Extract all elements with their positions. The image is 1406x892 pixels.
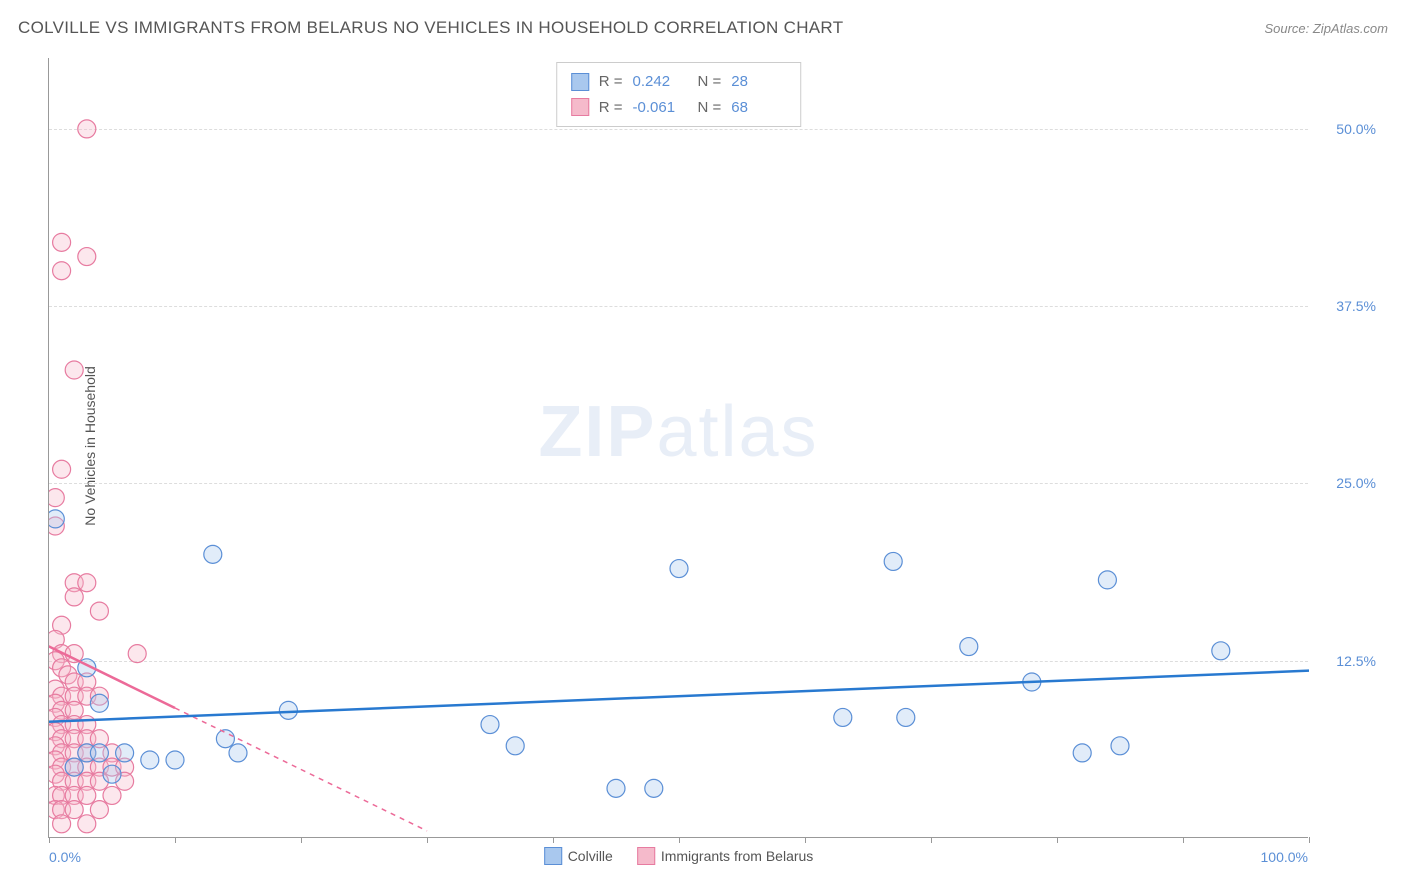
data-point bbox=[645, 779, 663, 797]
data-point bbox=[103, 786, 121, 804]
legend-item-series1: Colville bbox=[544, 847, 613, 865]
data-point bbox=[216, 730, 234, 748]
data-point bbox=[884, 552, 902, 570]
data-point bbox=[90, 801, 108, 819]
x-tick bbox=[1309, 837, 1310, 843]
data-point bbox=[1098, 571, 1116, 589]
data-point bbox=[1073, 744, 1091, 762]
y-tick-label: 12.5% bbox=[1336, 653, 1376, 669]
data-point bbox=[166, 751, 184, 769]
data-point bbox=[204, 545, 222, 563]
data-point bbox=[65, 361, 83, 379]
plot-area: ZIPatlas 12.5%25.0%37.5%50.0% R = 0.242 … bbox=[48, 58, 1308, 838]
source-attribution: Source: ZipAtlas.com bbox=[1264, 21, 1388, 36]
legend: Colville Immigrants from Belarus bbox=[544, 847, 814, 865]
trendline bbox=[49, 671, 1309, 722]
y-tick-label: 25.0% bbox=[1336, 475, 1376, 491]
data-point bbox=[78, 815, 96, 833]
data-point bbox=[78, 786, 96, 804]
data-point bbox=[65, 801, 83, 819]
chart-header: COLVILLE VS IMMIGRANTS FROM BELARUS NO V… bbox=[18, 18, 1388, 38]
x-min-label: 0.0% bbox=[49, 849, 81, 865]
stats-row-series2: R = -0.061 N = 68 bbox=[571, 95, 787, 121]
data-point bbox=[78, 574, 96, 592]
data-point bbox=[103, 765, 121, 783]
y-tick-label: 37.5% bbox=[1336, 298, 1376, 314]
data-point bbox=[90, 694, 108, 712]
swatch-series1 bbox=[571, 73, 589, 91]
data-point bbox=[49, 489, 64, 507]
legend-item-series2: Immigrants from Belarus bbox=[637, 847, 813, 865]
data-point bbox=[53, 460, 71, 478]
x-max-label: 100.0% bbox=[1261, 849, 1308, 865]
chart-title: COLVILLE VS IMMIGRANTS FROM BELARUS NO V… bbox=[18, 18, 843, 38]
correlation-stats-box: R = 0.242 N = 28 R = -0.061 N = 68 bbox=[556, 62, 802, 127]
data-point bbox=[1212, 642, 1230, 660]
data-point bbox=[834, 708, 852, 726]
data-point bbox=[116, 744, 134, 762]
data-point bbox=[960, 638, 978, 656]
data-point bbox=[90, 744, 108, 762]
data-point bbox=[49, 510, 64, 528]
y-tick-label: 50.0% bbox=[1336, 121, 1376, 137]
swatch-series2 bbox=[571, 98, 589, 116]
scatter-svg bbox=[49, 58, 1309, 838]
legend-swatch-series2 bbox=[637, 847, 655, 865]
data-point bbox=[53, 262, 71, 280]
data-point bbox=[78, 120, 96, 138]
data-point bbox=[53, 815, 71, 833]
data-point bbox=[90, 602, 108, 620]
data-point bbox=[78, 248, 96, 266]
data-point bbox=[229, 744, 247, 762]
data-point bbox=[53, 233, 71, 251]
legend-swatch-series1 bbox=[544, 847, 562, 865]
data-point bbox=[481, 716, 499, 734]
data-point bbox=[670, 560, 688, 578]
data-point bbox=[128, 645, 146, 663]
data-point bbox=[65, 758, 83, 776]
data-point bbox=[1111, 737, 1129, 755]
data-point bbox=[141, 751, 159, 769]
data-point bbox=[607, 779, 625, 797]
stats-row-series1: R = 0.242 N = 28 bbox=[571, 69, 787, 95]
data-point bbox=[279, 701, 297, 719]
trendline-extrapolated bbox=[175, 708, 427, 831]
data-point bbox=[65, 588, 83, 606]
data-point bbox=[506, 737, 524, 755]
data-point bbox=[897, 708, 915, 726]
